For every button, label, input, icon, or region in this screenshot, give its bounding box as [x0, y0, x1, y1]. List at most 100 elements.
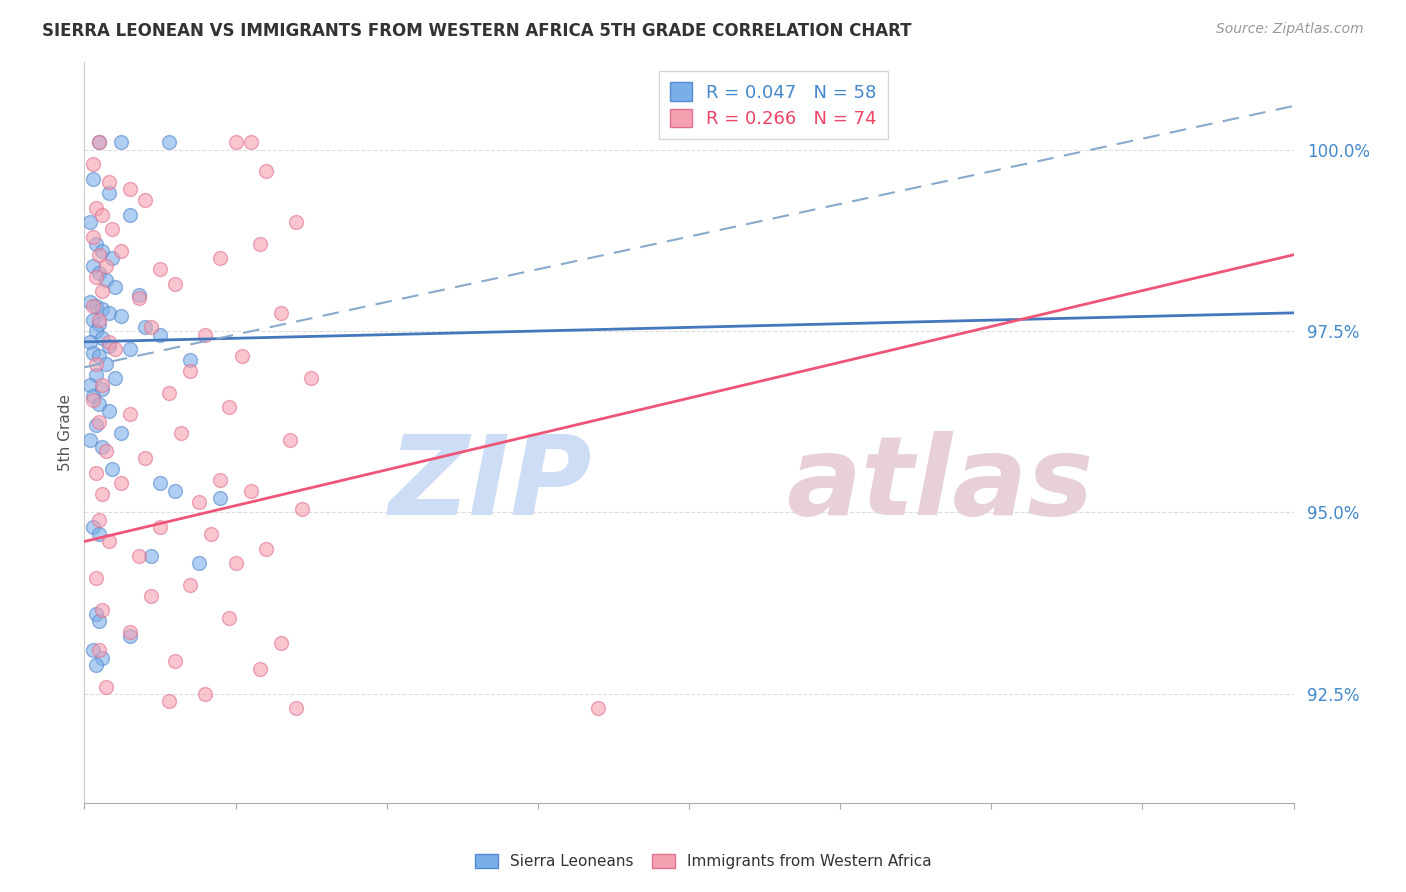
Text: SIERRA LEONEAN VS IMMIGRANTS FROM WESTERN AFRICA 5TH GRADE CORRELATION CHART: SIERRA LEONEAN VS IMMIGRANTS FROM WESTER… — [42, 22, 911, 40]
Point — [100, 462, 122, 476]
Point — [110, 425, 132, 440]
Point — [157, 136, 180, 150]
Point — [97, 338, 120, 352]
Point — [79, 334, 101, 349]
Point — [86, 357, 108, 371]
Point — [134, 320, 156, 334]
Point — [249, 661, 271, 675]
Point — [188, 556, 211, 570]
Point — [82, 643, 104, 657]
Point — [97, 175, 120, 189]
Point — [209, 491, 232, 505]
Point — [89, 415, 111, 429]
Point — [86, 571, 108, 585]
Point — [118, 182, 141, 196]
Point — [94, 357, 117, 371]
Point — [165, 277, 187, 291]
Point — [86, 201, 108, 215]
Point — [94, 273, 117, 287]
Point — [86, 324, 108, 338]
Point — [86, 368, 108, 382]
Point — [157, 385, 180, 400]
Point — [157, 694, 180, 708]
Point — [89, 396, 111, 410]
Point — [100, 222, 122, 236]
Point — [91, 244, 114, 259]
Point — [299, 371, 322, 385]
Point — [79, 378, 101, 392]
Point — [149, 262, 172, 277]
Point — [89, 527, 111, 541]
Point — [139, 320, 162, 334]
Point — [231, 350, 253, 364]
Point — [209, 252, 232, 266]
Point — [89, 136, 111, 150]
Point — [110, 310, 132, 324]
Legend: Sierra Leoneans, Immigrants from Western Africa: Sierra Leoneans, Immigrants from Western… — [468, 848, 938, 875]
Point — [91, 650, 114, 665]
Point — [89, 313, 111, 327]
Point — [588, 701, 610, 715]
Point — [82, 259, 104, 273]
Point — [188, 494, 211, 508]
Point — [139, 549, 162, 563]
Point — [239, 136, 262, 150]
Point — [149, 476, 172, 491]
Point — [165, 654, 187, 668]
Point — [82, 389, 104, 403]
Point — [97, 334, 120, 349]
Point — [128, 549, 150, 563]
Point — [86, 607, 108, 621]
Point — [86, 466, 108, 480]
Point — [165, 483, 187, 498]
Point — [118, 629, 141, 643]
Point — [91, 208, 114, 222]
Point — [118, 342, 141, 356]
Point — [225, 136, 247, 150]
Point — [86, 657, 108, 672]
Point — [89, 350, 111, 364]
Point — [254, 541, 277, 556]
Point — [79, 215, 101, 229]
Point — [97, 306, 120, 320]
Point — [194, 687, 217, 701]
Point — [97, 534, 120, 549]
Point — [285, 701, 308, 715]
Point — [218, 401, 240, 415]
Point — [134, 194, 156, 208]
Point — [91, 302, 114, 317]
Text: Source: ZipAtlas.com: Source: ZipAtlas.com — [1216, 22, 1364, 37]
Point — [86, 418, 108, 433]
Point — [218, 611, 240, 625]
Point — [97, 186, 120, 200]
Point — [91, 331, 114, 345]
Point — [94, 443, 117, 458]
Point — [249, 236, 271, 251]
Point — [104, 371, 127, 385]
Point — [91, 487, 114, 501]
Point — [89, 266, 111, 280]
Point — [91, 378, 114, 392]
Point — [82, 171, 104, 186]
Point — [94, 259, 117, 273]
Point — [79, 433, 101, 447]
Point — [97, 404, 120, 418]
Point — [89, 248, 111, 262]
Point — [110, 136, 132, 150]
Point — [82, 313, 104, 327]
Point — [254, 164, 277, 178]
Point — [104, 342, 127, 356]
Point — [86, 269, 108, 284]
Point — [82, 157, 104, 171]
Y-axis label: 5th Grade: 5th Grade — [58, 394, 73, 471]
Point — [270, 636, 292, 650]
Point — [104, 280, 127, 294]
Point — [86, 299, 108, 313]
Point — [128, 291, 150, 305]
Point — [225, 556, 247, 570]
Point — [79, 295, 101, 310]
Point — [91, 440, 114, 454]
Point — [100, 252, 122, 266]
Point — [209, 473, 232, 487]
Legend: R = 0.047   N = 58, R = 0.266   N = 74: R = 0.047 N = 58, R = 0.266 N = 74 — [659, 71, 887, 139]
